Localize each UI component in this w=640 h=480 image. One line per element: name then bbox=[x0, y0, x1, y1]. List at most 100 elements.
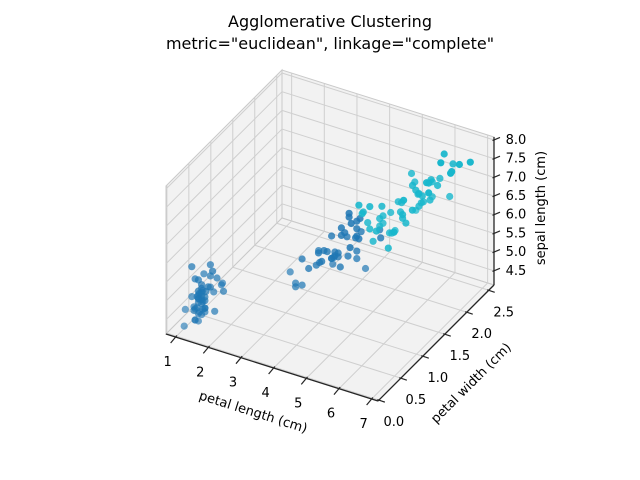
scatter-point-cluster-1 bbox=[385, 229, 394, 237]
x-axis-tick bbox=[235, 355, 243, 365]
scatter-point-cluster-1 bbox=[379, 212, 387, 220]
z-axis-tick-label: 4.5 bbox=[506, 264, 527, 279]
x-axis-tick bbox=[300, 376, 309, 385]
scatter-point-cluster-1 bbox=[466, 158, 474, 166]
scatter-point-cluster-0 bbox=[353, 247, 361, 255]
scatter-point-cluster-0 bbox=[361, 264, 370, 273]
x-axis-label: petal length (cm) bbox=[197, 389, 309, 437]
grid-line-z-left bbox=[165, 72, 283, 190]
y-axis-tick-label: 1.5 bbox=[449, 349, 470, 364]
scatter-point-cluster-0 bbox=[194, 276, 202, 284]
z-axis-label: sepal length (cm) bbox=[534, 151, 549, 265]
grid-line-y-floor bbox=[276, 222, 489, 291]
x-axis-tick bbox=[333, 386, 341, 396]
scatter-point-cluster-1 bbox=[425, 189, 433, 197]
y-axis-tick bbox=[487, 289, 495, 293]
scatter-point-cluster-0 bbox=[181, 305, 189, 313]
grid-line-z-right bbox=[281, 203, 495, 272]
scatter-point-cluster-1 bbox=[436, 174, 444, 182]
scatter-point-cluster-0 bbox=[180, 322, 188, 330]
scatter-point-cluster-1 bbox=[449, 160, 457, 168]
scatter-point-cluster-0 bbox=[353, 255, 361, 263]
grid-line-z-right bbox=[281, 72, 495, 141]
grid-line-x-floor bbox=[338, 272, 456, 390]
y-axis-tick-label: 1.0 bbox=[427, 371, 448, 386]
x-axis-tick-label: 5 bbox=[294, 396, 302, 411]
x-axis-tick-label: 2 bbox=[196, 365, 204, 380]
scatter-point-cluster-0 bbox=[347, 219, 355, 228]
grid-line-y-floor bbox=[210, 288, 423, 357]
y-axis-tick bbox=[443, 333, 451, 337]
z-axis-tick bbox=[492, 249, 501, 254]
scatter-point-cluster-1 bbox=[400, 196, 408, 204]
z-axis-tick bbox=[492, 192, 501, 198]
x-axis-tick-label: 6 bbox=[327, 407, 335, 422]
scatter-point-cluster-1 bbox=[355, 201, 363, 209]
y-axis-tick-label: 2.5 bbox=[493, 305, 514, 320]
scatter-point-cluster-1 bbox=[437, 159, 445, 167]
grid-line-y-floor bbox=[232, 266, 445, 335]
scatter-point-cluster-0 bbox=[193, 304, 201, 312]
x-axis-tick-label: 1 bbox=[163, 355, 171, 370]
scatter-point-cluster-1 bbox=[415, 202, 423, 210]
scatter-point-cluster-1 bbox=[423, 179, 431, 187]
scatter-point-cluster-0 bbox=[353, 225, 361, 233]
scatter-point-cluster-1 bbox=[419, 198, 427, 206]
scatter-point-cluster-1 bbox=[364, 219, 372, 227]
scatter-point-cluster-0 bbox=[188, 293, 196, 301]
grid-line-x-floor bbox=[305, 261, 423, 379]
z-axis-tick-label: 6.5 bbox=[506, 189, 527, 204]
scatter-point-cluster-0 bbox=[298, 255, 306, 263]
x-axis-tick bbox=[202, 345, 211, 354]
z-axis-tick-label: 7.5 bbox=[506, 152, 527, 167]
x-axis-tick bbox=[366, 397, 374, 406]
scatter-point-cluster-1 bbox=[378, 202, 386, 210]
scatter-point-cluster-1 bbox=[408, 181, 417, 189]
chart-title: Agglomerative Clustering metric="euclide… bbox=[166, 11, 494, 55]
grid-line-z-left bbox=[165, 203, 283, 321]
z-axis-tick bbox=[492, 155, 501, 160]
scatter-point-cluster-0 bbox=[305, 264, 313, 273]
z-axis-tick bbox=[492, 211, 501, 216]
z-axis-tick bbox=[492, 136, 501, 142]
y-axis-tick-label: 0.0 bbox=[384, 415, 405, 430]
scatter-point-cluster-0 bbox=[328, 232, 336, 240]
scatter-point-cluster-1 bbox=[384, 244, 392, 252]
scatter-point-cluster-0 bbox=[377, 234, 385, 242]
scatter-point-cluster-0 bbox=[298, 281, 306, 289]
z-axis-tick bbox=[492, 174, 501, 179]
scatter-point-cluster-0 bbox=[323, 248, 331, 256]
grid-line-z-right bbox=[281, 184, 495, 253]
scatter-point-cluster-0 bbox=[200, 270, 208, 278]
scatter-point-cluster-1 bbox=[399, 211, 407, 219]
z-axis-tick bbox=[492, 230, 501, 235]
grid-line-z-right bbox=[281, 165, 495, 234]
scatter-point-cluster-0 bbox=[314, 249, 323, 257]
grid-line-x-floor bbox=[273, 251, 390, 369]
scatter-point-cluster-0 bbox=[344, 252, 352, 260]
x-axis-tick bbox=[268, 366, 276, 375]
scatter-point-cluster-1 bbox=[369, 237, 377, 245]
scatter-point-cluster-0 bbox=[286, 268, 294, 276]
chart-title-line2: metric="euclidean", linkage="complete" bbox=[165, 34, 495, 53]
y-axis-tick-label: 2.0 bbox=[471, 327, 492, 342]
z-axis-tick-label: 8.0 bbox=[506, 133, 527, 148]
scatter-point-cluster-0 bbox=[193, 293, 201, 301]
scatter-point-cluster-0 bbox=[194, 317, 202, 325]
grid-line-y-floor bbox=[166, 332, 380, 401]
grid-line-z-right bbox=[281, 91, 495, 160]
grid-line-x-floor bbox=[207, 231, 325, 348]
grid-line-y-floor bbox=[254, 244, 467, 313]
grid-line-z-left bbox=[165, 147, 283, 265]
grid-line-z-left bbox=[165, 91, 283, 209]
scatter-point-cluster-1 bbox=[447, 169, 455, 177]
scatter-point-cluster-0 bbox=[292, 279, 300, 287]
scatter-point-cluster-0 bbox=[336, 263, 344, 271]
scatter-point-cluster-0 bbox=[219, 287, 228, 295]
x-axis-tick-label: 7 bbox=[359, 417, 367, 432]
y-axis-tick-label: 0.5 bbox=[406, 393, 427, 408]
z-axis-tick-label: 7.0 bbox=[506, 170, 527, 185]
z-axis-tick-label: 6.0 bbox=[506, 208, 527, 223]
scatter-point-cluster-0 bbox=[345, 209, 353, 217]
